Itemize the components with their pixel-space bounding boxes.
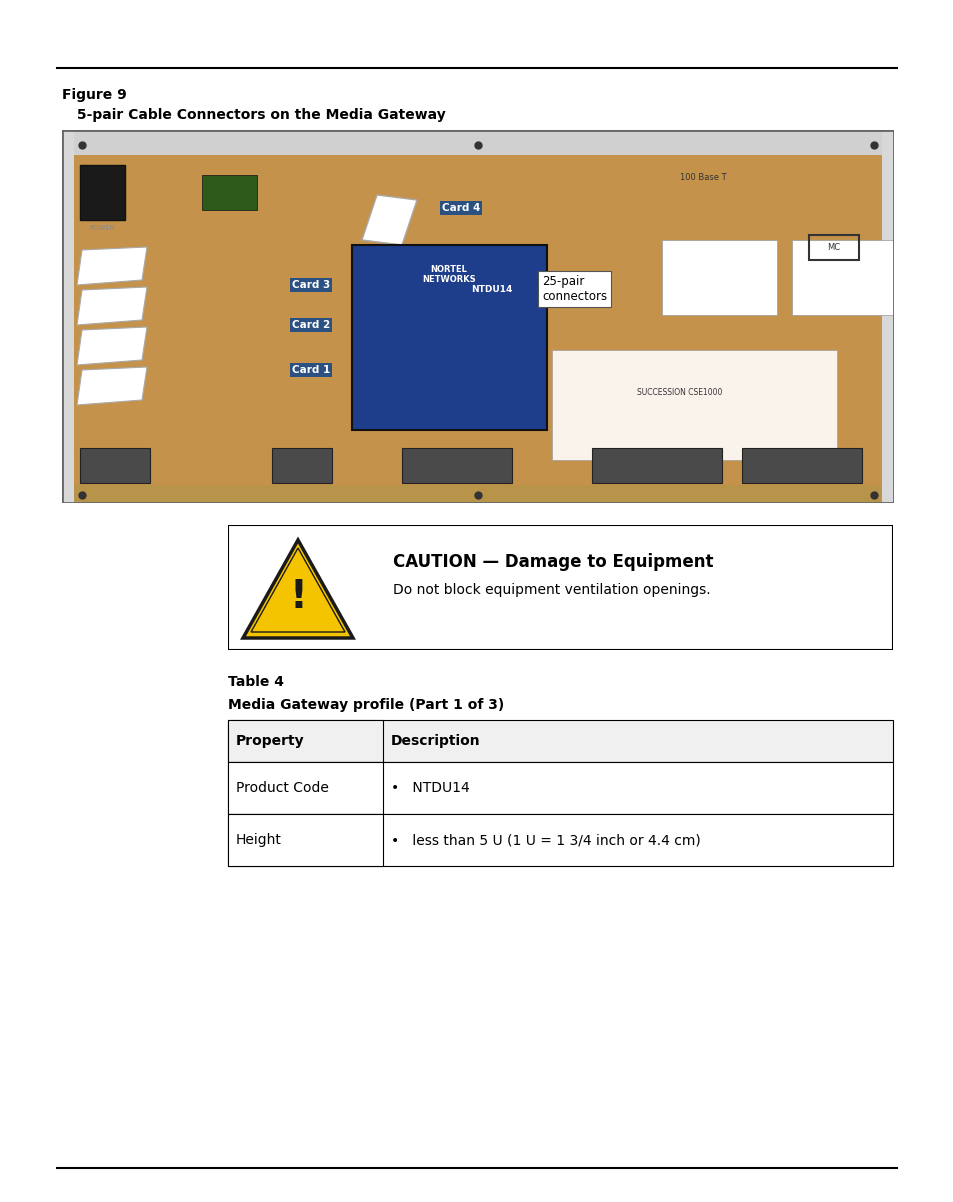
Text: !: ! [289, 578, 307, 615]
Text: CAUTION — Damage to Equipment: CAUTION — Damage to Equipment [393, 553, 713, 571]
Text: Card 1: Card 1 [292, 365, 330, 375]
Text: MC: MC [826, 243, 840, 251]
Bar [228, 762, 382, 814]
Bar [62, 484, 893, 502]
Bar [808, 236, 858, 260]
Bar [882, 130, 893, 502]
Text: •   less than 5 U (1 U = 1 3/4 inch or 4.4 cm): • less than 5 U (1 U = 1 3/4 inch or 4.4… [391, 833, 700, 847]
Bar [552, 350, 836, 460]
Bar [401, 448, 512, 483]
Polygon shape [77, 246, 147, 285]
Bar [228, 814, 382, 865]
Bar [228, 814, 892, 865]
Polygon shape [77, 367, 147, 405]
Text: NORTEL
NETWORKS: NORTEL NETWORKS [422, 264, 476, 285]
Text: 25-pair
connectors: 25-pair connectors [541, 275, 606, 303]
Text: Table 4: Table 4 [228, 676, 284, 689]
Text: POWER: POWER [90, 225, 114, 231]
Bar [791, 240, 906, 315]
Text: NTDU14: NTDU14 [471, 285, 512, 294]
Polygon shape [243, 540, 353, 638]
Text: Figure 9: Figure 9 [62, 88, 127, 102]
Text: Property: Property [235, 734, 304, 748]
Text: Do not block equipment ventilation openings.: Do not block equipment ventilation openi… [393, 583, 710, 597]
Bar [202, 175, 256, 210]
Bar [352, 245, 546, 430]
Bar [272, 448, 332, 483]
Text: Card 4: Card 4 [441, 203, 480, 213]
Text: 5-pair Cable Connectors on the Media Gateway: 5-pair Cable Connectors on the Media Gat… [71, 108, 445, 121]
Polygon shape [77, 327, 147, 365]
Polygon shape [77, 287, 147, 325]
Bar [228, 720, 382, 762]
Bar [62, 130, 893, 155]
Bar [741, 448, 862, 483]
Text: Product Code: Product Code [235, 781, 329, 795]
Text: Card 2: Card 2 [292, 320, 330, 331]
Text: •   NTDU14: • NTDU14 [391, 781, 469, 795]
Text: Media Gateway profile (Part 1 of 3): Media Gateway profile (Part 1 of 3) [228, 698, 504, 712]
Bar [80, 448, 150, 483]
Text: Height: Height [235, 833, 281, 847]
Text: Description: Description [391, 734, 480, 748]
Bar [228, 720, 892, 762]
Text: Card 3: Card 3 [292, 280, 330, 290]
Bar [661, 240, 776, 315]
Bar [62, 130, 74, 502]
Polygon shape [361, 195, 416, 245]
Bar [592, 448, 721, 483]
Text: 100 Base T: 100 Base T [679, 173, 726, 182]
Bar [80, 165, 125, 220]
Bar [228, 762, 892, 814]
Text: SUCCESSION CSE1000: SUCCESSION CSE1000 [637, 388, 721, 397]
